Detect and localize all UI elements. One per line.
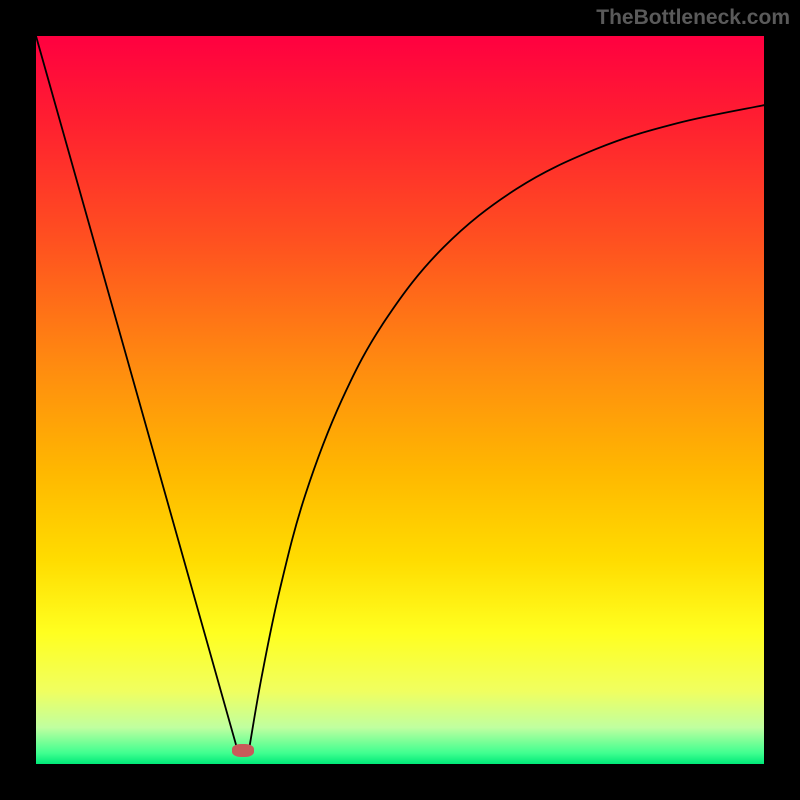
chart-container: TheBottleneck.com — [0, 0, 800, 800]
watermark-text: TheBottleneck.com — [596, 6, 790, 30]
curve-layer — [36, 36, 764, 764]
minimum-marker — [232, 744, 254, 757]
left-branch-path — [36, 36, 237, 748]
right-branch-path — [249, 105, 764, 748]
plot-area — [36, 36, 764, 764]
